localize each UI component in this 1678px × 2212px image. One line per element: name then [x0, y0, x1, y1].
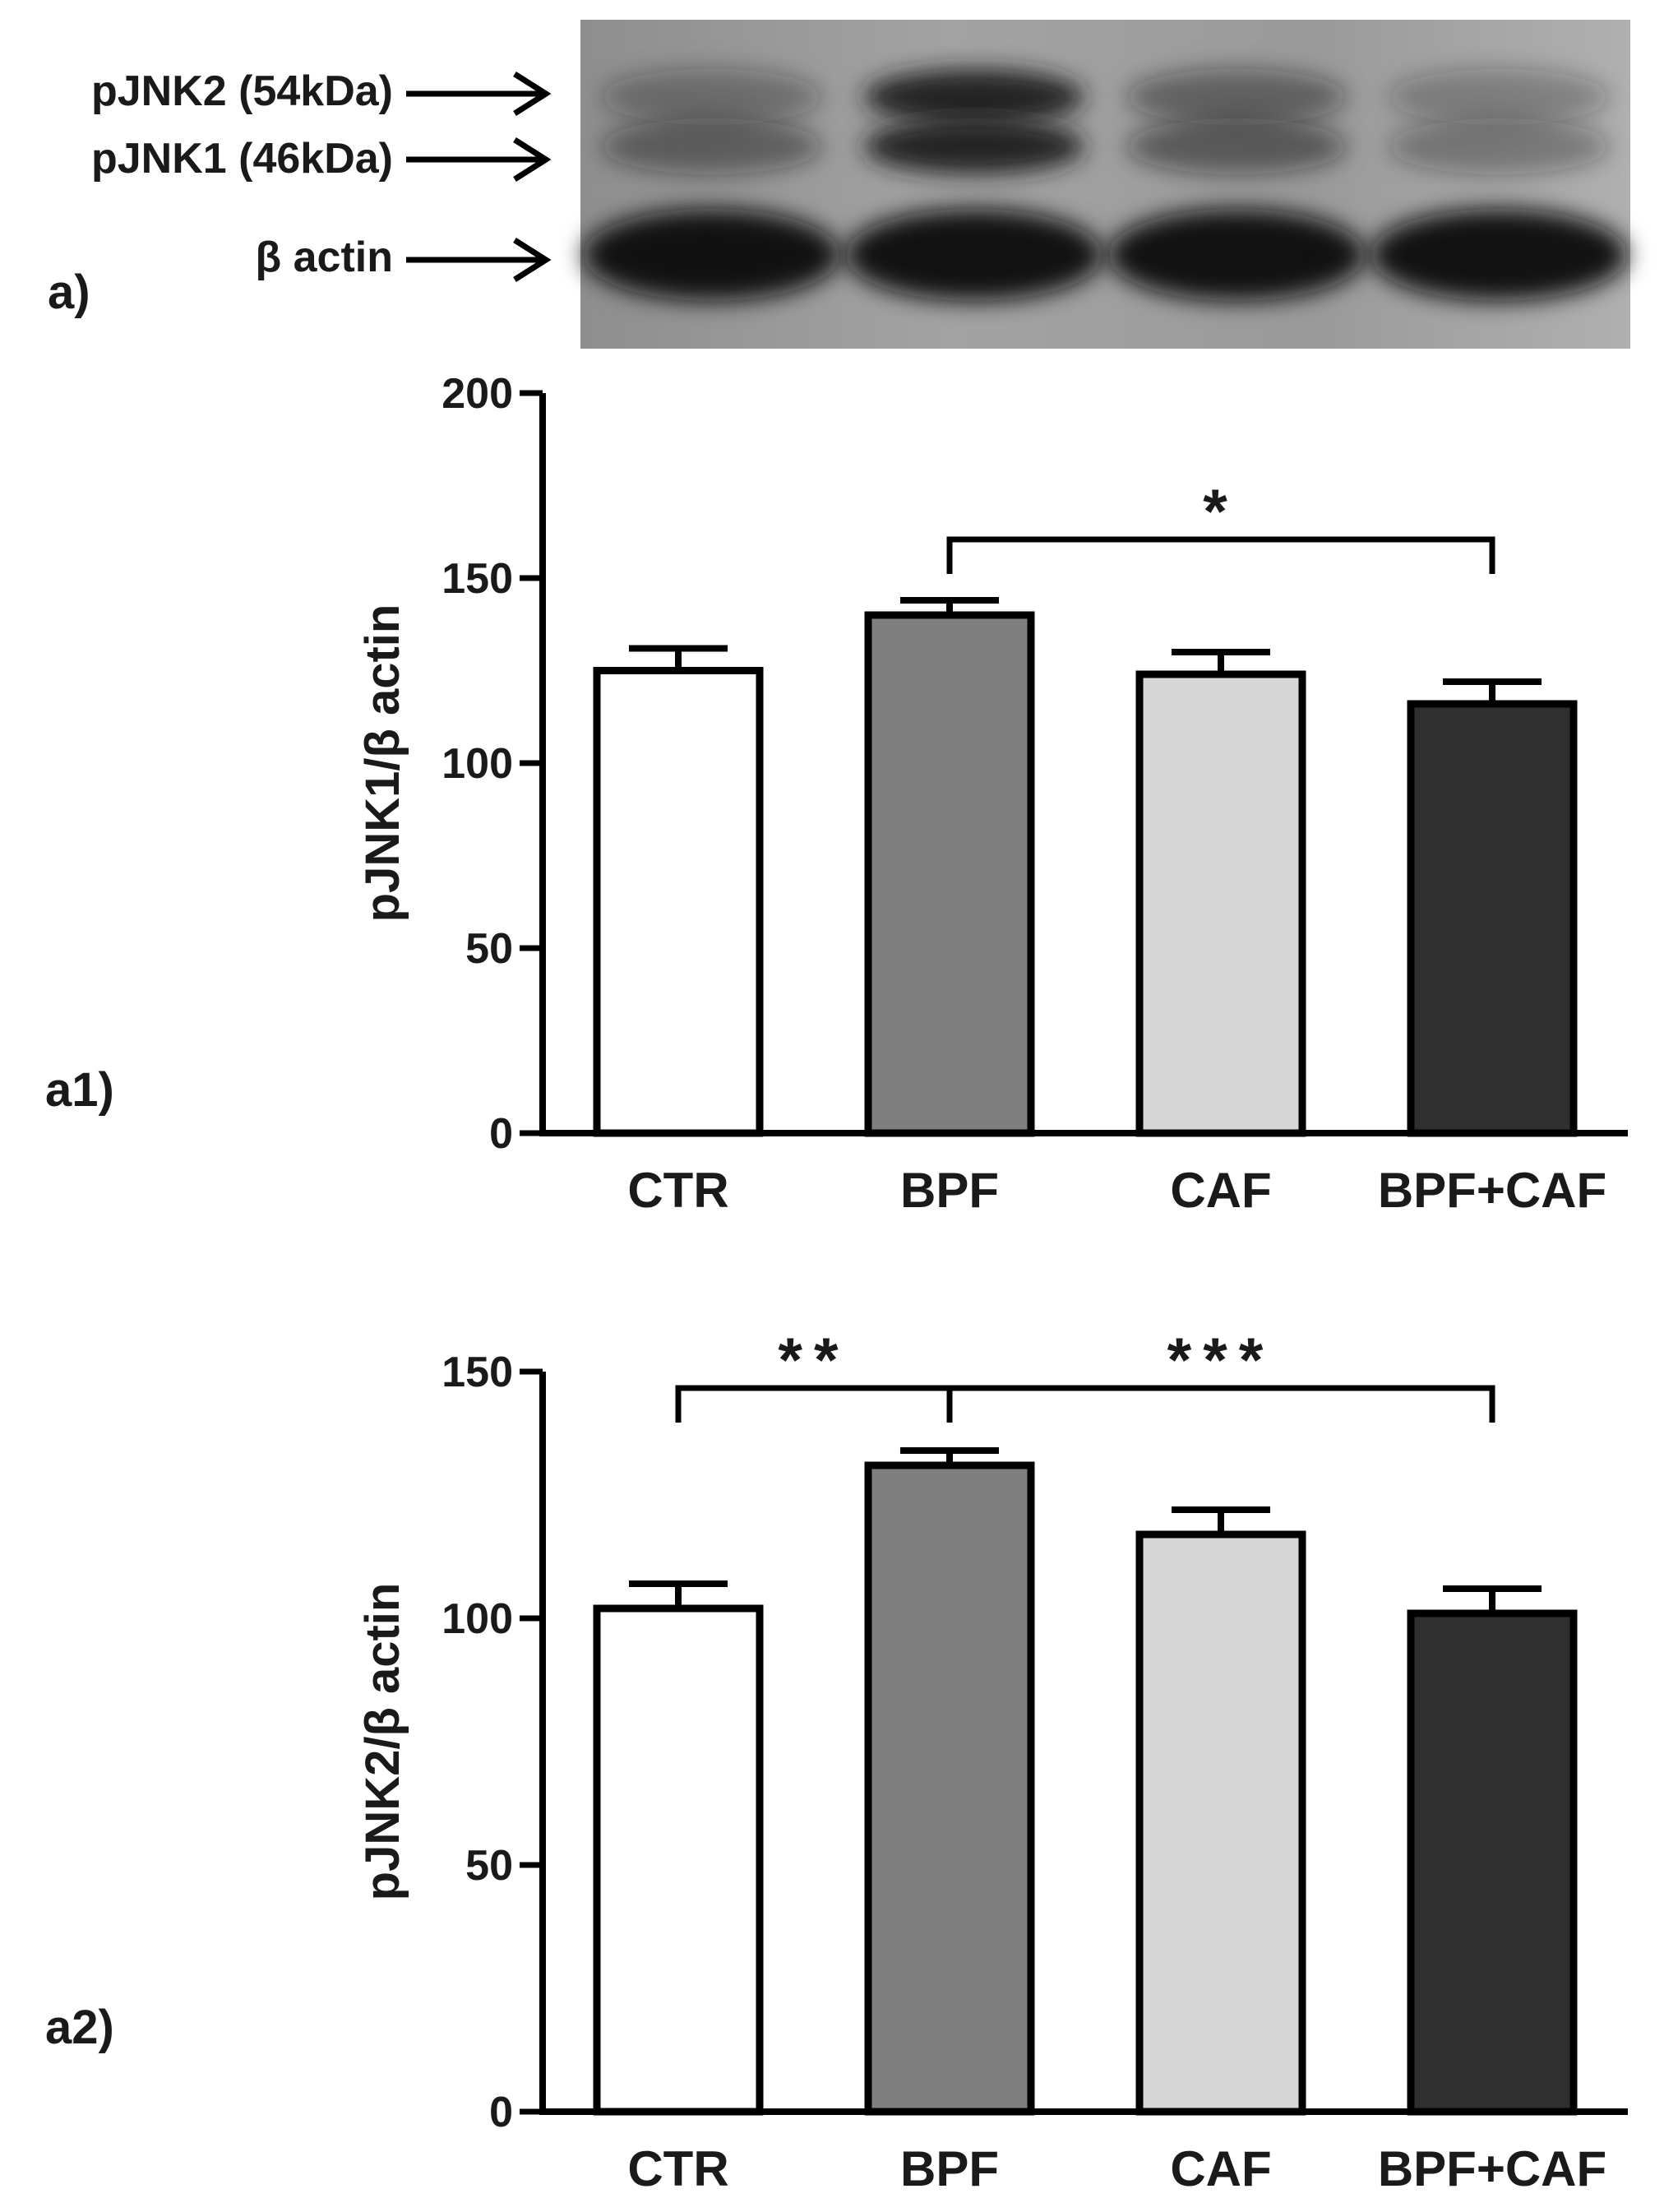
panel-label-a2: a2) [45, 2001, 114, 2054]
bar [1135, 670, 1306, 1137]
significance-label: ** [778, 1326, 849, 1395]
blot-bands [583, 69, 1628, 301]
panel-label-a1: a1) [45, 1063, 114, 1117]
chart-a1: 0 50 100 150 200 CTR BPF CAF BPF+CAF pJNK1/β acti… [356, 370, 1628, 1218]
blot-band-pjnk1 [863, 118, 1084, 174]
significance-label: *** [1167, 1326, 1275, 1395]
y-tick-label: 50 [465, 925, 513, 973]
bar [1407, 1609, 1578, 2116]
y-axis-label: pJNK1/β actin [356, 604, 409, 923]
blot-band-pjnk2 [1126, 69, 1347, 125]
blot-band-actin [845, 209, 1103, 301]
arrow-pjnk2 [406, 72, 552, 116]
significance-bracket [946, 536, 1495, 574]
y-tick-label: 200 [441, 370, 513, 418]
bar [1407, 700, 1578, 1137]
x-tick-label: BPF+CAF [1378, 2141, 1606, 2196]
x-tick-label: BPF [900, 1163, 999, 1218]
blot-label-actin: β actin [255, 234, 393, 281]
arrow-actin [406, 238, 552, 282]
blot-band-pjnk2 [863, 69, 1084, 125]
blot-label-pjnk1: pJNK1 (46kDa) [91, 135, 393, 183]
significance-bracket [946, 1385, 1495, 1423]
y-tick-label: 100 [441, 740, 513, 788]
y-tick-label: 0 [489, 2089, 513, 2136]
blot-band-pjnk1 [1126, 118, 1347, 174]
chart-a2: 0 50 100 150 CTR BPF CAF BPF+CAF pJNK2/β actin **… [356, 1326, 1628, 2196]
y-tick-label: 0 [489, 1110, 513, 1158]
bar [864, 1461, 1035, 2116]
x-tick-label: CAF [1170, 1163, 1271, 1218]
y-tick-label: 150 [441, 555, 513, 603]
bar [1135, 1530, 1306, 2116]
significance-label: * [1203, 477, 1239, 547]
blot-label-pjnk2: pJNK2 (54kDa) [91, 67, 393, 115]
blot-band-actin [1107, 209, 1366, 301]
western-blot-panel: pJNK2 (54kDa) pJNK1 (46kDa) β actin a) [48, 20, 1630, 349]
y-axis-label: pJNK2/β actin [356, 1583, 409, 1901]
blot-band-pjnk2 [601, 69, 822, 125]
y-tick-label: 150 [441, 1349, 513, 1396]
bar [593, 667, 764, 1137]
x-tick-label: CTR [627, 2141, 728, 2196]
blot-band-pjnk1 [1389, 118, 1610, 174]
arrow-pjnk1 [406, 137, 552, 182]
blot-band-actin [1370, 209, 1628, 301]
blot-band-pjnk2 [1389, 69, 1610, 125]
bar [864, 611, 1035, 1137]
blot-band-pjnk1 [601, 118, 822, 174]
x-tick-label: CTR [627, 1163, 728, 1218]
y-tick-label: 100 [441, 1595, 513, 1643]
x-tick-label: BPF+CAF [1378, 1163, 1606, 1218]
x-tick-label: CAF [1170, 2141, 1271, 2196]
panel-label-a: a) [48, 266, 90, 319]
blot-band-actin [583, 209, 841, 301]
bar [593, 1604, 764, 2116]
y-tick-label: 50 [465, 1842, 513, 1890]
x-tick-label: BPF [900, 2141, 999, 2196]
